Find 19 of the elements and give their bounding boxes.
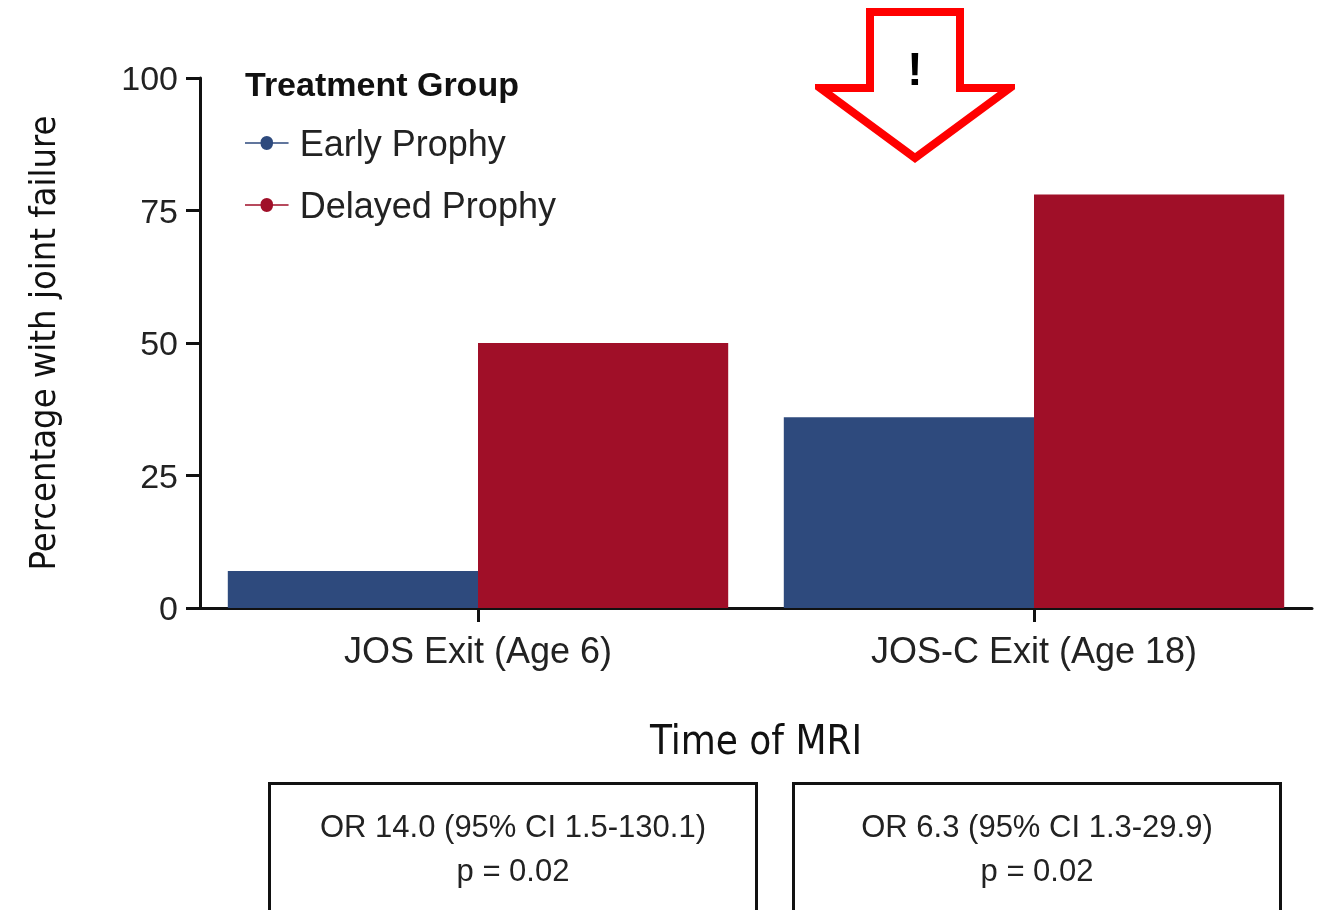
x-tick-label: JOS Exit (Age 6) bbox=[343, 629, 613, 671]
y-tick-label: 50 bbox=[140, 324, 178, 362]
annotation: ! bbox=[906, 42, 924, 96]
y-tick-label: 75 bbox=[140, 191, 178, 230]
text: OR 6.3 (95% CI 1.3-29.9) p = 0.02 bbox=[792, 782, 1282, 910]
text: OR 14.0 (95% CI 1.5-130.1) p = 0.02 bbox=[268, 782, 758, 910]
bar bbox=[227, 570, 478, 608]
x-axis-title: Time of MRI bbox=[648, 717, 863, 763]
legend-label: Early Prophy bbox=[299, 122, 506, 164]
bar bbox=[478, 343, 729, 608]
y-tick-label: 100 bbox=[121, 59, 178, 97]
legend-label: Delayed Prophy bbox=[299, 184, 556, 226]
bar bbox=[1034, 194, 1285, 608]
y-tick-label: 25 bbox=[140, 456, 178, 495]
x-tick-label: JOS-C Exit (Age 18) bbox=[870, 629, 1198, 671]
legend-title: Treatment Group bbox=[245, 65, 519, 103]
y-tick-label: 0 bbox=[159, 589, 178, 627]
y-axis-title: Percentage with joint failure bbox=[21, 115, 63, 571]
bar bbox=[783, 417, 1034, 608]
